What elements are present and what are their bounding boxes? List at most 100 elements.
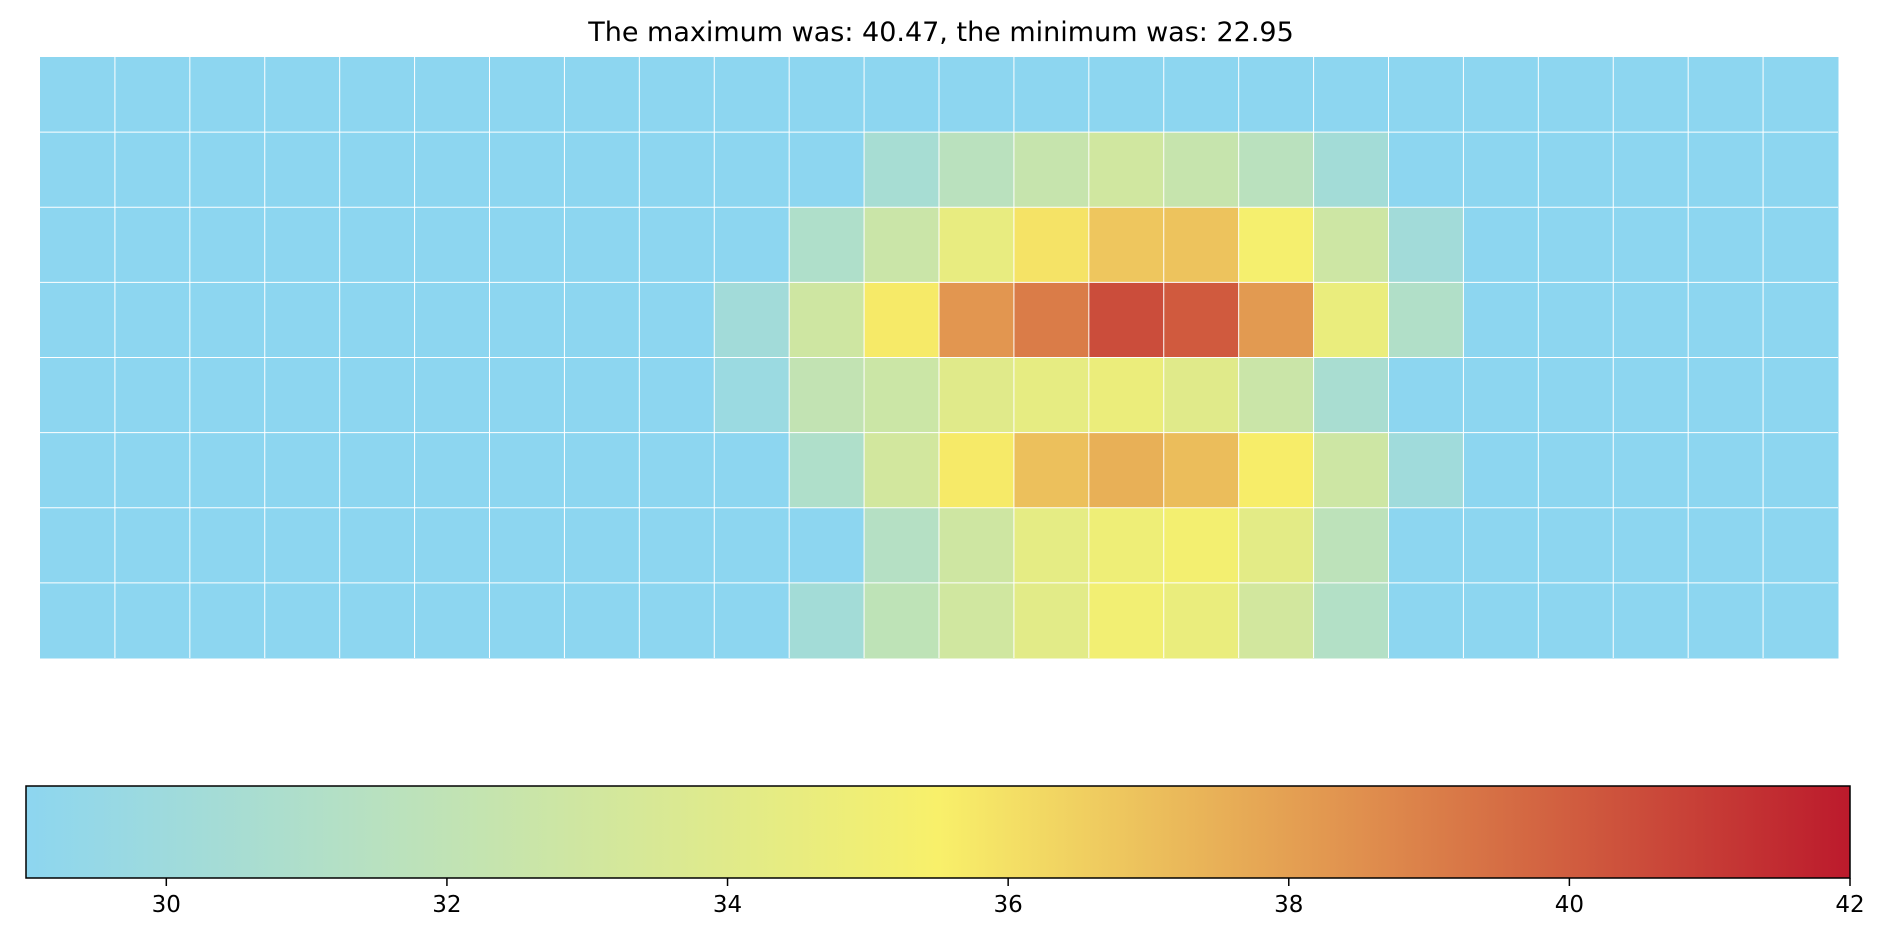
colorbar-tick-label: 34 [713,892,742,918]
colorbar-tick-label: 30 [152,892,181,918]
heatmap-cell [414,582,490,659]
heatmap-cell [1688,207,1764,283]
heatmap-cell [1613,282,1689,358]
heatmap-cell [114,132,191,208]
heatmap-cell [1238,282,1315,358]
heatmap-cell [639,207,715,283]
heatmap-cell [40,357,116,434]
heatmap-cell [40,432,116,509]
heatmap-cell [1388,207,1464,283]
heatmap-cell [714,357,790,434]
heatmap-cell [864,132,940,208]
heatmap-cell [339,507,416,584]
heatmap-cell [1313,207,1389,283]
heatmap-cell [1613,132,1689,208]
heatmap-cell [1013,357,1090,434]
heatmap-cell [939,282,1015,358]
heatmap-cell [1313,357,1389,434]
heatmap-cell [339,582,416,659]
heatmap-cell [40,57,116,133]
heatmap-cell [714,582,790,659]
heatmap-cell [939,582,1015,659]
heatmap-cell [789,507,865,584]
heatmap-cell [114,57,191,133]
heatmap-cell [1613,432,1689,509]
heatmap-cell [1163,57,1240,133]
heatmap-cell [1388,132,1464,208]
colorbar-tick-label: 36 [994,892,1023,918]
colorbar-ticks: 30 32 34 36 38 40 42 [152,878,1865,918]
heatmap-cell [339,282,416,358]
heatmap-cell [114,432,191,509]
heatmap-cell [864,507,940,584]
colorbar-tick-label: 32 [432,892,461,918]
heatmap-gridlines [40,57,1838,658]
heatmap-cell [939,207,1015,283]
heatmap-cell [1088,57,1165,133]
heatmap-cell [1763,282,1839,358]
heatmap-cell [1763,132,1839,208]
heatmap-cell [489,132,565,208]
heatmap-cell [1163,507,1240,584]
heatmap-cell [789,132,865,208]
heatmap-cell [1388,432,1464,509]
heatmap-cell [1088,507,1165,584]
heatmap-cell [339,57,416,133]
heatmap-cell [864,432,940,509]
heatmap-cell [639,282,715,358]
heatmap-cell [1163,582,1240,659]
heatmap-cell [489,582,565,659]
heatmap-cell [1313,582,1389,659]
heatmap-cell [1388,282,1464,358]
heatmap-cell [564,57,640,133]
heatmap-cell [1163,207,1240,283]
heatmap-cell [789,57,865,133]
heatmap-cell [339,132,416,208]
heatmap-cell [1088,432,1165,509]
heatmap-cell [1463,132,1539,208]
heatmap-cell [1238,57,1315,133]
heatmap-cell [1013,282,1090,358]
heatmap-cell [114,582,191,659]
heatmap-cell [189,582,266,659]
heatmap-cell [1688,432,1764,509]
heatmap-cell [1313,132,1389,208]
heatmap-cell [1088,132,1165,208]
heatmap-cell [714,57,790,133]
heatmap-cell [1238,357,1315,434]
heatmap-cell [264,507,341,584]
heatmap-cell [1088,582,1165,659]
heatmap-cell [1688,582,1764,659]
heatmap-cell [1163,432,1240,509]
colorbar [25,785,1851,879]
heatmap-cell [414,132,490,208]
heatmap-cell [1313,57,1389,133]
heatmap-cell [864,357,940,434]
heatmap-cell [1238,432,1315,509]
heatmap-cell [1538,357,1614,434]
heatmap-cell [264,207,341,283]
heatmap-cell [1388,507,1464,584]
heatmap-cell [789,582,865,659]
heatmap-cell [1313,507,1389,584]
heatmap-cell [639,57,715,133]
heatmap-cell [714,207,790,283]
heatmap-cell [789,207,865,283]
heatmap-cell [489,507,565,584]
heatmap-cell [1388,582,1464,659]
heatmap-cell [489,282,565,358]
heatmap-cell [189,132,266,208]
heatmap-cell [264,432,341,509]
heatmap-cell [414,432,490,509]
heatmap-cell [489,207,565,283]
heatmap-cell [189,432,266,509]
colorbar-tick-label: 42 [1835,892,1864,918]
heatmap-cell [564,357,640,434]
heatmap-cells [40,57,1839,659]
heatmap-cell [189,507,266,584]
heatmap-cell [1013,432,1090,509]
heatmap-cell [189,282,266,358]
heatmap-cell [1013,57,1090,133]
heatmap-cell [564,507,640,584]
heatmap-cell [1463,507,1539,584]
